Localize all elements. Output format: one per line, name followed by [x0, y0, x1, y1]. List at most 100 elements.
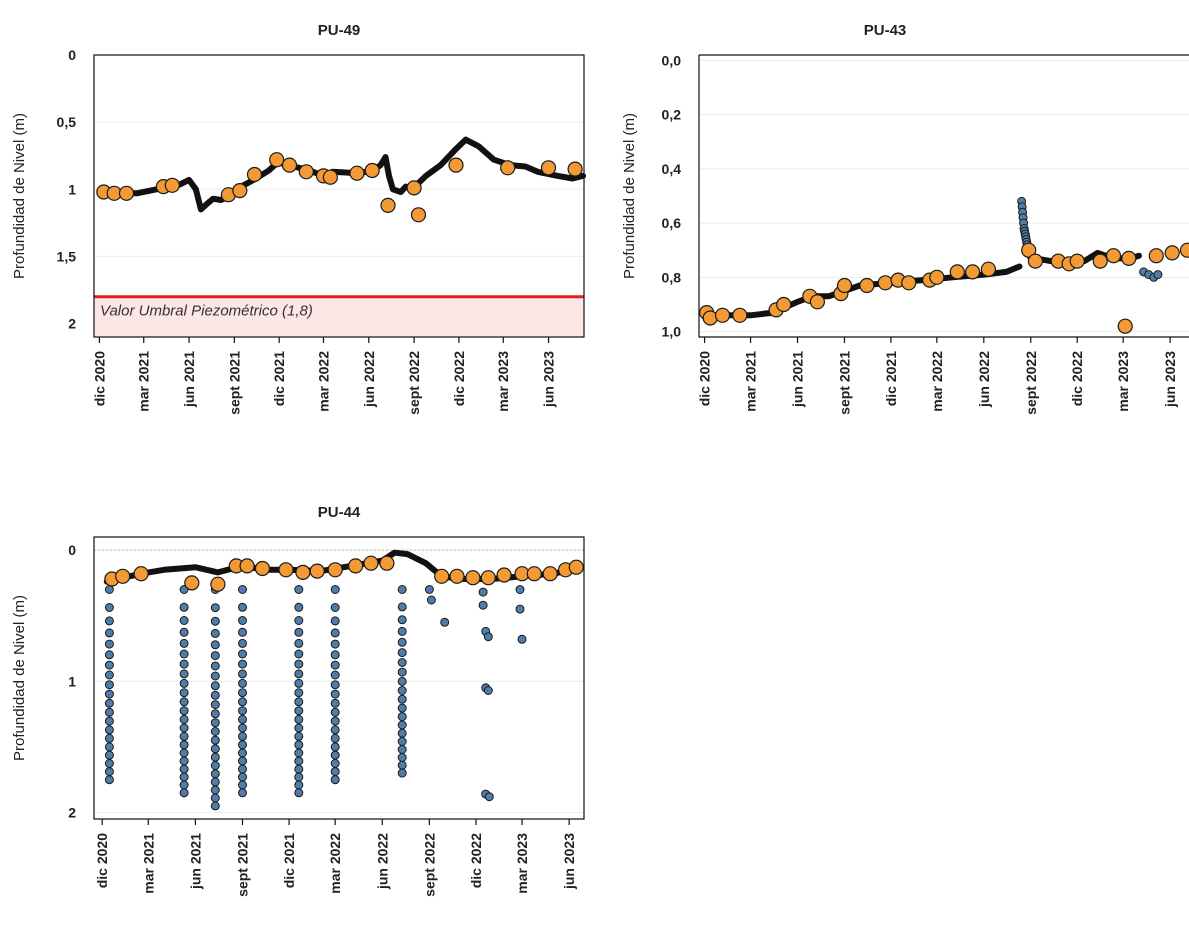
auto-point — [238, 780, 247, 790]
auto-point — [330, 670, 340, 680]
x-tick-label: mar 2022 — [316, 351, 332, 412]
data-point — [964, 264, 981, 280]
auto-point — [179, 748, 189, 758]
y-tick-labels: 0 1 2 — [68, 542, 76, 820]
data-point — [254, 560, 271, 577]
data-point — [465, 570, 481, 586]
auto-point — [179, 740, 189, 750]
auto-point — [330, 616, 340, 626]
auto-point — [330, 660, 340, 670]
data-point — [295, 564, 311, 581]
auto-point — [478, 600, 488, 610]
auto-point — [397, 728, 407, 738]
auto-point — [294, 659, 304, 669]
data-point — [363, 555, 379, 571]
data-point — [364, 162, 380, 179]
auto-point — [238, 714, 247, 724]
y-tick-label: 1,0 — [662, 324, 682, 340]
auto-point — [210, 777, 220, 787]
x-tick-label: sept 2021 — [226, 351, 242, 415]
auto-point — [238, 764, 247, 774]
x-tick-label: jun 2022 — [361, 351, 377, 408]
auto-point — [397, 637, 407, 647]
data-point — [809, 294, 826, 310]
auto-point — [179, 772, 189, 782]
auto-point — [517, 634, 527, 644]
data-point — [901, 275, 917, 291]
auto-point — [179, 688, 189, 698]
auto-point — [238, 748, 247, 758]
auto-point — [179, 697, 189, 707]
auto-point — [397, 626, 407, 636]
auto-point — [397, 615, 407, 625]
auto-point — [397, 712, 407, 722]
auto-point — [294, 627, 304, 637]
auto-point — [330, 759, 340, 768]
chart-title: PU-44 — [318, 504, 361, 521]
data-point — [348, 558, 364, 574]
auto-point — [440, 617, 450, 627]
auto-point — [104, 698, 114, 708]
auto-point — [330, 742, 340, 752]
auto-point — [210, 727, 220, 736]
auto-point — [330, 716, 340, 726]
auto-point — [210, 616, 220, 626]
auto-point — [294, 723, 304, 733]
data-point — [322, 169, 338, 185]
auto-point — [104, 680, 114, 690]
auto-point — [210, 661, 220, 671]
x-tick-labels: dic 2020 mar 2021 jun 2021 sept 2021 dic 202… — [91, 337, 557, 415]
data-point — [480, 570, 496, 586]
data-point — [568, 559, 584, 575]
y-axis-label: Profundidad de Nivel (m) — [621, 113, 638, 279]
auto-point — [210, 801, 220, 811]
auto-point — [330, 767, 340, 777]
auto-point — [210, 603, 220, 613]
data-point — [164, 177, 180, 193]
data-point — [859, 277, 875, 294]
auto-point — [238, 723, 247, 733]
auto-point — [104, 616, 114, 626]
y-tick-labels: 0,0 0,2 0,4 0,6 0,8 1,0 — [662, 52, 682, 339]
x-tick-label: mar 2022 — [327, 833, 343, 894]
auto-point — [330, 639, 340, 649]
auto-point — [210, 785, 220, 795]
data-point — [278, 562, 294, 578]
auto-point — [238, 627, 247, 637]
data-point — [118, 185, 135, 201]
chart-title: PU-43 — [864, 22, 907, 39]
y-tick-label: 1 — [68, 673, 76, 689]
auto-point — [104, 707, 114, 717]
x-tick-label: dic 2020 — [697, 351, 713, 406]
auto-point — [1153, 270, 1163, 280]
x-tick-label: dic 2022 — [468, 833, 484, 888]
auto-point — [294, 756, 304, 766]
x-tick-labels: dic 2020 mar 2021 jun 2021 sept 2021 dic 202… — [94, 819, 577, 897]
chart-panel-pu-44: 012 dic 2020 mar 2021 jun 2021 sept 2021 dic… — [11, 504, 585, 897]
auto-point — [330, 689, 340, 699]
auto-point — [179, 731, 189, 741]
x-tick-label: dic 2021 — [271, 351, 287, 406]
auto-point — [294, 585, 304, 594]
y-tick-label: 0,2 — [662, 107, 682, 123]
auto-point — [515, 604, 525, 614]
plot-frame — [698, 55, 1189, 338]
auto-point — [210, 681, 220, 691]
auto-point — [294, 748, 304, 758]
chart-title: PU-49 — [318, 22, 361, 39]
data-point — [1027, 253, 1044, 269]
x-tick-label: dic 2022 — [451, 351, 467, 406]
data-point — [269, 152, 285, 168]
threshold-label: Valor Umbral Piezométrico (1,8) — [100, 303, 313, 320]
auto-point — [397, 648, 407, 658]
auto-point — [210, 761, 220, 770]
auto-point — [330, 628, 340, 638]
x-tick-label: jun 2023 — [561, 833, 577, 890]
auto-point — [210, 752, 220, 762]
auto-point — [484, 792, 494, 802]
auto-point — [179, 649, 189, 659]
automatic-readings — [104, 585, 527, 811]
chart-panel-pu-49: Valor Umbral Piezométrico (1,8) 0 0,5 1 1,5… — [11, 22, 586, 415]
data-point — [526, 566, 542, 582]
